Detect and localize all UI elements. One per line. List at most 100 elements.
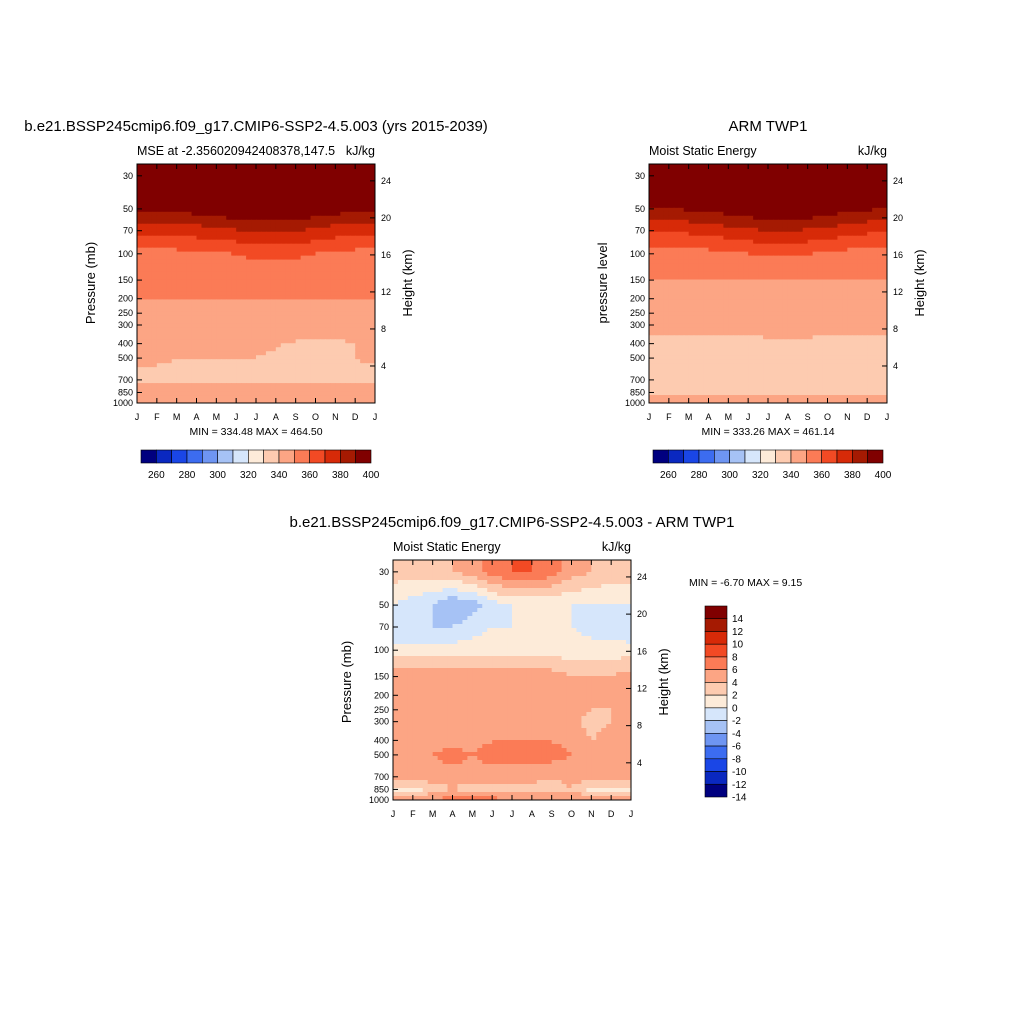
- contour-cell: [355, 243, 361, 249]
- contour-cell: [370, 303, 375, 308]
- panel-model-mse: b.e21.BSSP245cmip6.f09_g17.CMIP6-SSP2-4.…: [24, 118, 488, 481]
- contour-cell: [141, 255, 148, 261]
- contour-cell: [176, 351, 183, 356]
- contour-cell: [171, 391, 178, 396]
- contour-cell: [777, 307, 784, 312]
- contour-cell: [176, 371, 183, 376]
- contour-cell: [206, 387, 212, 392]
- contour-cell: [166, 307, 173, 312]
- contour-cell: [176, 164, 183, 169]
- contour-cell: [201, 227, 208, 233]
- contour-cell: [360, 319, 366, 324]
- contour-cell: [738, 255, 744, 261]
- contour-cell: [713, 267, 720, 273]
- contour-cell: [738, 179, 744, 185]
- contour-cell: [196, 243, 203, 249]
- contour-cell: [350, 335, 356, 340]
- contour-cell: [270, 335, 277, 340]
- contour-cell: [862, 164, 868, 169]
- contour-cell: [275, 195, 282, 201]
- contour-cell: [768, 239, 774, 245]
- contour-cell: [330, 171, 336, 177]
- contour-cell: [683, 247, 690, 253]
- contour-cell: [733, 299, 739, 305]
- contour-cell: [703, 255, 710, 261]
- contour-cell: [723, 287, 729, 293]
- contour-cell: [325, 231, 331, 237]
- contour-cell: [782, 235, 789, 241]
- contour-cell: [365, 211, 371, 217]
- contour-cell: [226, 239, 232, 245]
- contour-cell: [365, 223, 371, 229]
- contour-cell: [748, 179, 754, 185]
- contour-cell: [206, 199, 212, 205]
- contour-cell: [285, 195, 292, 201]
- contour-cell: [310, 283, 317, 289]
- contour-cell: [370, 271, 375, 277]
- contour-cell: [748, 295, 754, 301]
- contour-cell: [161, 279, 168, 285]
- contour-cell: [718, 287, 724, 293]
- contour-cell: [370, 335, 375, 340]
- contour-cell: [285, 211, 292, 217]
- contour-cell: [658, 171, 665, 177]
- contour-cell: [802, 307, 809, 312]
- contour-cell: [171, 295, 178, 301]
- contour-cell: [186, 395, 193, 400]
- contour-cell: [166, 387, 173, 392]
- contour-cell: [777, 327, 784, 332]
- contour-cell: [882, 167, 887, 173]
- contour-cell: [822, 283, 829, 289]
- contour-cell: [832, 323, 839, 328]
- contour-cell: [872, 251, 878, 257]
- contour-cell: [768, 179, 774, 185]
- contour-cell: [658, 175, 665, 181]
- contour-cell: [246, 227, 252, 233]
- contour-cell: [211, 291, 217, 297]
- contour-cell: [683, 231, 690, 237]
- contour-cell: [285, 271, 292, 277]
- contour-cell: [161, 191, 168, 197]
- contour-cell: [350, 327, 356, 332]
- contour-cell: [852, 215, 858, 221]
- contour-cell: [763, 207, 769, 213]
- contour-cell: [221, 259, 227, 265]
- contour-cell: [817, 319, 824, 324]
- contour-cell: [772, 259, 779, 265]
- contour-cell: [663, 207, 670, 213]
- contour-cell: [330, 307, 336, 312]
- contour-cell: [703, 164, 710, 169]
- contour-cell: [310, 339, 317, 344]
- contour-cell: [171, 235, 178, 241]
- contour-cell: [146, 351, 153, 356]
- colorbar-box: [263, 449, 280, 464]
- contour-cell: [176, 379, 183, 384]
- contour-cell: [146, 339, 153, 344]
- contour-cell: [265, 311, 272, 316]
- contour-cell: [658, 231, 665, 237]
- contour-cell: [330, 267, 336, 273]
- contour-cell: [305, 171, 312, 177]
- contour-cell: [295, 311, 302, 316]
- contour-cell: [797, 323, 804, 328]
- contour-cell: [877, 275, 883, 281]
- contour-cell: [728, 255, 734, 261]
- contour-cell: [673, 275, 680, 281]
- contour-cell: [196, 359, 203, 364]
- contour-cell: [787, 299, 794, 305]
- contour-cell: [137, 259, 143, 265]
- contour-cell: [782, 271, 789, 277]
- contour-cell: [733, 319, 739, 324]
- contour-cell: [350, 363, 356, 368]
- contour-cell: [280, 343, 287, 348]
- contour-cell: [201, 191, 208, 197]
- contour-cell: [350, 291, 356, 297]
- contour-cell: [360, 371, 366, 376]
- contour-cell: [365, 199, 371, 205]
- contour-cell: [812, 259, 819, 265]
- contour-cell: [191, 291, 198, 297]
- contour-cell: [812, 307, 819, 312]
- contour-cell: [221, 275, 227, 281]
- contour-cell: [649, 323, 655, 328]
- contour-cell: [345, 303, 351, 308]
